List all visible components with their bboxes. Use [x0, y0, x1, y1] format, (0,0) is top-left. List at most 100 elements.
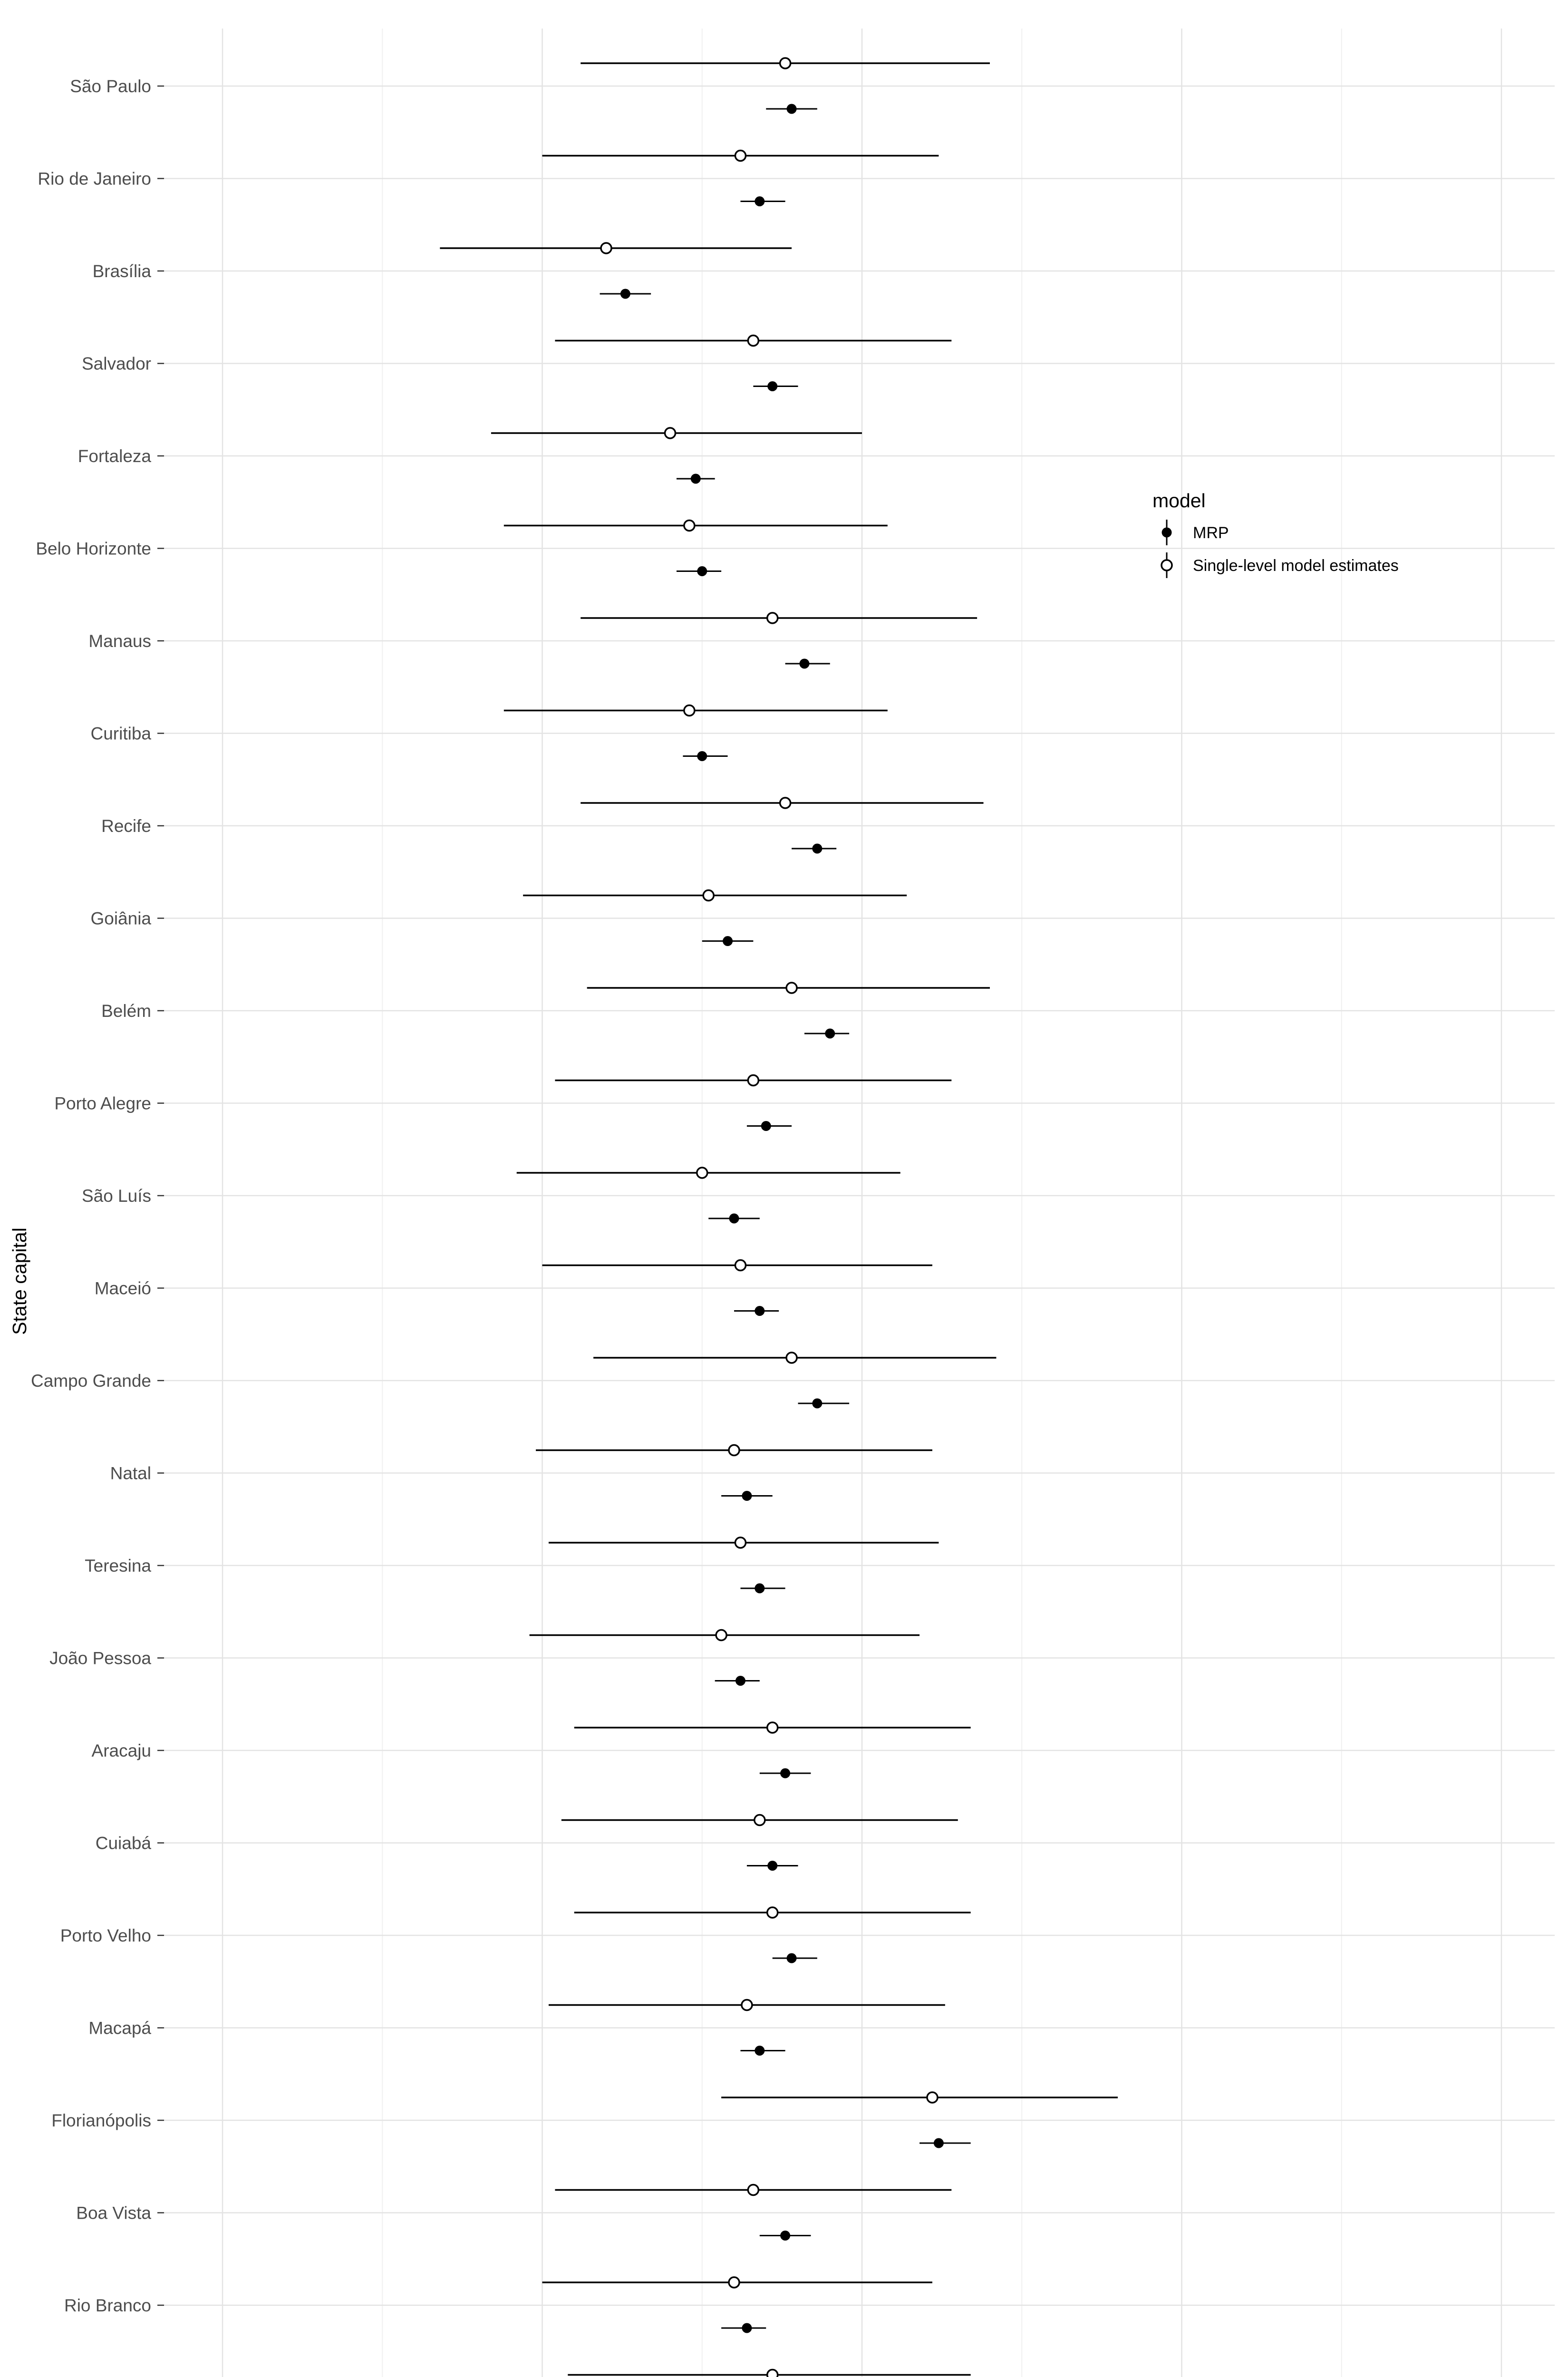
data-points: [440, 57, 1118, 2377]
gridlines: [164, 29, 1555, 2377]
mrp-point: [933, 2138, 944, 2148]
legend-item-single-level: Single-level model estimates: [1161, 552, 1399, 578]
mrp-point: [742, 1491, 752, 1501]
y-axis-capital-label: Porto Alegre: [54, 1094, 151, 1113]
capital-row: [593, 1352, 997, 1409]
mrp-point: [755, 2046, 765, 2056]
legend-item-single-level-label: Single-level model estimates: [1193, 557, 1399, 575]
mrp-point: [723, 936, 733, 946]
single-level-point: [664, 427, 677, 439]
mrp-point: [825, 1028, 835, 1039]
mrp-point: [755, 1306, 765, 1316]
single-level-point: [779, 57, 792, 69]
legend-item-mrp: MRP: [1161, 520, 1229, 545]
y-axis-capital-label: Natal: [110, 1464, 151, 1483]
capital-row: [440, 242, 792, 299]
y-axis-capital-label: Fortaleza: [78, 446, 152, 466]
single-level-point: [600, 242, 612, 254]
capital-row: [555, 334, 952, 391]
single-level-key-point-icon: [1161, 559, 1173, 571]
single-level-point: [734, 1259, 747, 1272]
capital-row: [503, 519, 888, 576]
capital-row: [516, 1167, 900, 1224]
y-axis-capital-label: Goiânia: [90, 909, 151, 928]
capital-row: [581, 612, 978, 669]
mrp-point: [786, 1953, 797, 1963]
mrp-point: [812, 1398, 823, 1409]
mrp-point: [767, 381, 778, 391]
mrp-point: [729, 1213, 739, 1224]
y-axis-capital-label: São Paulo: [70, 77, 151, 96]
mrp-point: [799, 658, 810, 669]
y-axis-capital-label: Porto Velho: [60, 1926, 151, 1945]
capital-row: [581, 797, 984, 854]
y-axis-capital-label: São Luís: [82, 1186, 151, 1206]
y-axis-capital-label: Teresina: [85, 1556, 151, 1575]
mrp-point: [786, 104, 797, 114]
mrp-point: [812, 843, 823, 854]
capital-row: [587, 982, 990, 1039]
y-axis-capital-label: Maceió: [95, 1279, 151, 1298]
y-axis-capital-label: Rio de Janeiro: [38, 169, 151, 189]
single-level-point: [766, 1721, 779, 1734]
mrp-point: [767, 1861, 778, 1871]
single-level-point: [747, 1074, 760, 1087]
mrp-point: [690, 473, 701, 484]
single-level-point: [683, 704, 696, 717]
legend: model MRP Single-level model estimates: [1152, 490, 1399, 578]
capital-row: [542, 149, 939, 206]
capital-row: [542, 1259, 932, 1316]
single-level-point: [734, 1536, 747, 1549]
single-level-point: [785, 1352, 798, 1364]
y-axis-capital-label: Brasília: [93, 261, 152, 281]
y-axis-capital-label: Rio Branco: [64, 2296, 151, 2315]
legend-item-mrp-label: MRP: [1193, 524, 1229, 542]
single-level-point: [728, 2276, 740, 2289]
single-level-point: [766, 612, 779, 624]
capital-row: [568, 2368, 971, 2377]
capital-row: [555, 2184, 952, 2241]
legend-title: model: [1152, 490, 1206, 512]
capital-row: [536, 1444, 932, 1501]
capital-row: [574, 1906, 971, 1963]
y-axis-capital-label: Aracaju: [92, 1741, 151, 1760]
capital-row: [523, 889, 907, 946]
mrp-point: [755, 196, 765, 206]
y-axis-capital-label: Macapá: [88, 2019, 151, 2038]
y-axis-title: State capital: [9, 1227, 30, 1335]
single-level-point: [926, 2091, 939, 2104]
y-axis-capital-label: Campo Grande: [31, 1371, 151, 1391]
mrp-point: [735, 1676, 745, 1686]
single-level-point: [785, 982, 798, 994]
single-level-point: [696, 1167, 708, 1179]
y-axis-capital-label: Cuiabá: [96, 1834, 152, 1853]
y-axis-capital-label: Florianópolis: [51, 2111, 151, 2130]
single-level-point: [779, 797, 792, 809]
mrp-point: [755, 1583, 765, 1594]
y-axis-capital-label: Recife: [101, 816, 151, 836]
single-level-point: [715, 1629, 727, 1642]
single-level-point: [683, 519, 696, 532]
capital-row: [574, 1721, 971, 1778]
y-axis-capital-label: Boa Vista: [76, 2203, 151, 2223]
mrp-key-point-icon: [1161, 527, 1172, 538]
mrp-point: [620, 289, 630, 299]
y-axis-capital-label: Manaus: [88, 631, 151, 651]
single-level-point: [766, 2368, 779, 2377]
mrp-point: [780, 1768, 791, 1778]
single-level-point: [728, 1444, 740, 1457]
single-level-point: [702, 889, 715, 902]
capital-row: [581, 57, 990, 114]
capital-row: [721, 2091, 1118, 2148]
capital-row: [555, 1074, 952, 1131]
single-level-point: [734, 149, 747, 162]
capital-row: [491, 427, 862, 484]
y-axis-capital-label: Belém: [101, 1001, 151, 1021]
mrp-point: [697, 751, 707, 761]
y-axis-capital-label: Belo Horizonte: [36, 539, 151, 559]
capital-row: [503, 704, 888, 761]
